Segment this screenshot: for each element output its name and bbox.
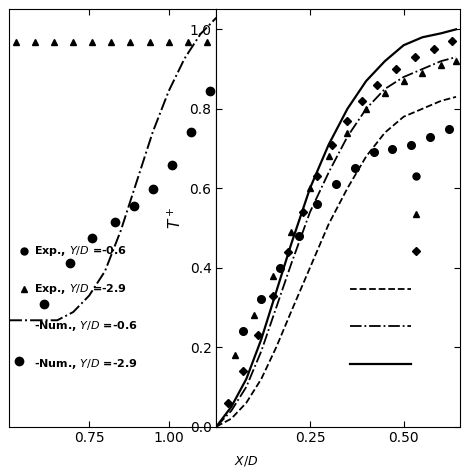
Y-axis label: $T^+$: $T^+$ [167,207,184,229]
Text: Exp., $Y/D$ =-0.6: Exp., $Y/D$ =-0.6 [34,245,128,258]
Text: Exp., $Y/D$ =-2.9: Exp., $Y/D$ =-2.9 [34,282,128,296]
Text: $X/D$: $X/D$ [234,454,259,468]
Text: -Num., $Y/D$ =-0.6: -Num., $Y/D$ =-0.6 [34,319,138,334]
Text: -Num., $Y/D$ =-2.9: -Num., $Y/D$ =-2.9 [34,357,138,371]
